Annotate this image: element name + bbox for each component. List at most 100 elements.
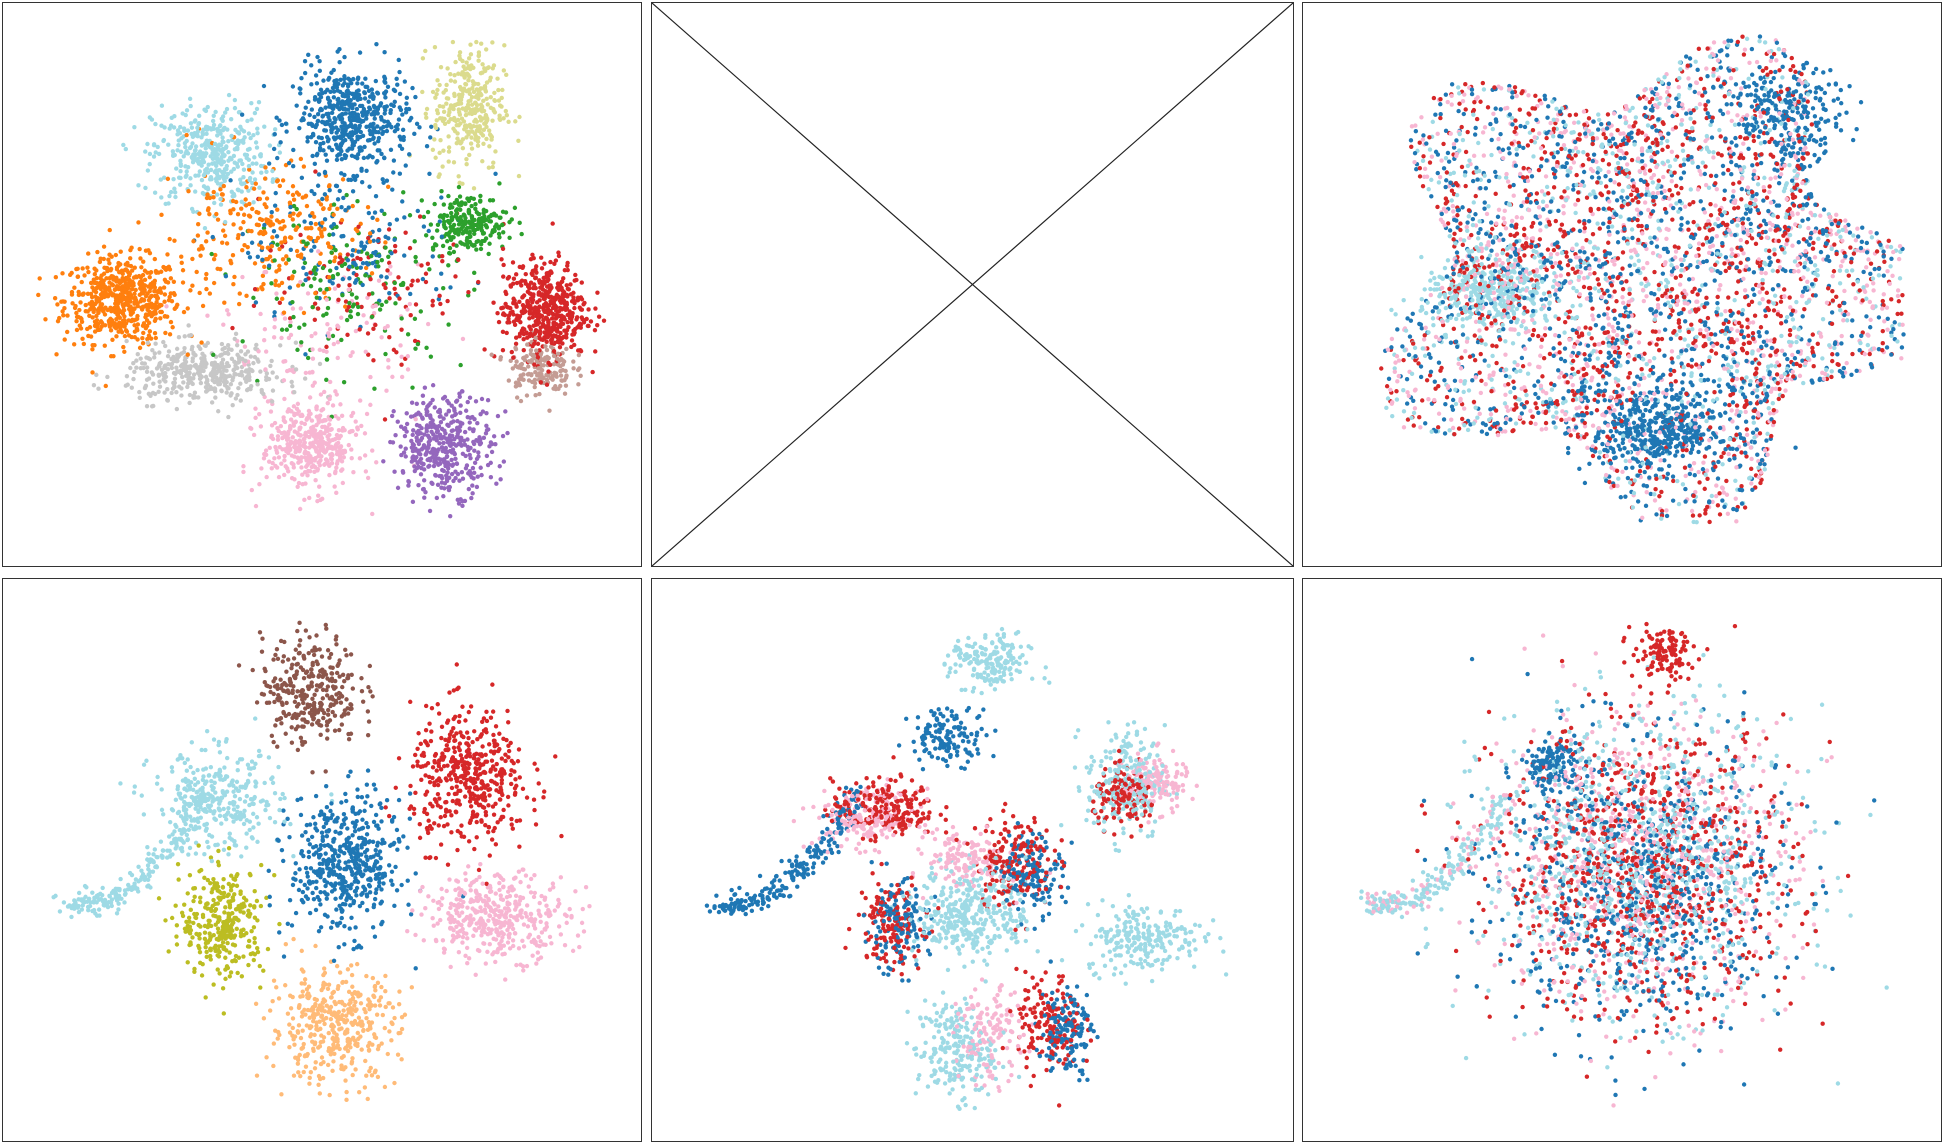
scatter-point-series-1 bbox=[212, 146, 217, 152]
scatter-point-series-7 bbox=[152, 355, 157, 360]
scatter-point-series-9 bbox=[439, 485, 444, 490]
scatter-point-series-5 bbox=[527, 291, 533, 296]
scatter-point-series-0 bbox=[116, 314, 121, 319]
scatter-point-series-2 bbox=[360, 110, 365, 115]
scatter-point-series-13 bbox=[312, 244, 317, 250]
scatter-point-series-4 bbox=[497, 235, 502, 240]
scatter-point-series-8 bbox=[349, 447, 354, 452]
scatter-point-series-8 bbox=[296, 409, 301, 414]
scatter-point-series-1 bbox=[217, 142, 222, 147]
scatter-point-series-0 bbox=[43, 317, 48, 322]
scatter-point-series-6 bbox=[543, 344, 548, 349]
scatter-point-series-8 bbox=[283, 464, 288, 469]
scatter-point-series-7 bbox=[222, 350, 228, 356]
scatter-point-series-2 bbox=[340, 126, 345, 132]
scatter-point-series-7 bbox=[208, 372, 214, 377]
scatter-point-series-13 bbox=[427, 171, 432, 176]
scatter-point-series-12 bbox=[383, 285, 388, 291]
scatter-point-series-5 bbox=[538, 325, 543, 330]
scatter-point-series-12 bbox=[437, 293, 442, 299]
scatter-point-series-11 bbox=[333, 247, 338, 253]
scatter-point-series-12 bbox=[410, 278, 415, 284]
scatter-point-series-14 bbox=[310, 347, 315, 352]
scatter-point-series-6 bbox=[518, 398, 524, 404]
scatter-point-series-2 bbox=[349, 137, 354, 142]
scatter-point-series-3 bbox=[420, 89, 425, 95]
scatter-point-series-1 bbox=[1542, 333, 1548, 338]
scatter-point-series-7 bbox=[216, 409, 221, 414]
scatter-point-series-14 bbox=[368, 374, 373, 380]
scatter-point-series-2 bbox=[350, 143, 355, 148]
scatter-point-series-5 bbox=[553, 308, 559, 313]
scatter-point-series-2 bbox=[385, 84, 391, 89]
scatter-point-series-13 bbox=[359, 240, 364, 245]
scatter-point-series-5 bbox=[534, 270, 539, 275]
scatter-point-series-7 bbox=[176, 335, 182, 340]
scatter-point-series-7 bbox=[239, 369, 244, 375]
scatter-point-series-1 bbox=[143, 149, 148, 154]
scatter-point-series-6 bbox=[538, 366, 543, 371]
scatter-point-series-0 bbox=[179, 260, 184, 265]
scatter-point-series-6 bbox=[544, 372, 549, 378]
scatter-point-series-2 bbox=[364, 112, 369, 118]
scatter-point-series-6 bbox=[554, 356, 560, 361]
scatter-point-series-2 bbox=[306, 52, 311, 58]
scatter-point-series-3 bbox=[469, 135, 474, 140]
scatter-point-series-5 bbox=[538, 380, 544, 385]
scatter-point-series-1 bbox=[209, 127, 214, 132]
scatter-point-series-3 bbox=[517, 114, 522, 120]
scatter-point-series-0 bbox=[188, 288, 193, 293]
scatter-point-series-0 bbox=[133, 317, 139, 322]
scatter-point-series-7 bbox=[317, 361, 323, 367]
scatter-point-series-5 bbox=[590, 369, 595, 375]
scatter-point-series-0 bbox=[129, 334, 134, 340]
scatter-point-series-1 bbox=[211, 113, 216, 118]
scatter-point-series-8 bbox=[267, 445, 272, 451]
scatter-point-series-9 bbox=[467, 452, 472, 458]
scatter-point-series-11 bbox=[441, 285, 446, 291]
scatter-point-series-2 bbox=[332, 137, 338, 142]
scatter-point-series-10 bbox=[275, 207, 280, 212]
scatter-point-series-1 bbox=[156, 151, 162, 157]
scatter-point-series-6 bbox=[562, 391, 568, 396]
scatter-point-series-2 bbox=[359, 148, 364, 153]
scatter-point-series-13 bbox=[375, 238, 381, 243]
scatter-point-series-10 bbox=[273, 278, 278, 284]
scatter-point-series-0 bbox=[152, 256, 158, 262]
scatter-point-series-1 bbox=[226, 149, 231, 155]
scatter-point-series-1 bbox=[257, 185, 262, 190]
scatter-point-series-13 bbox=[493, 171, 498, 176]
scatter-point-series-4 bbox=[432, 242, 438, 247]
scatter-point-series-12 bbox=[482, 347, 487, 352]
scatter-point-series-0 bbox=[52, 295, 58, 301]
scatter-point-series-9 bbox=[399, 452, 404, 458]
scatter-point-series-7 bbox=[203, 343, 208, 348]
scatter-point-series-3 bbox=[487, 132, 493, 137]
scatter-point-series-1 bbox=[226, 139, 231, 144]
scatter-point-series-2 bbox=[309, 188, 314, 194]
scatter-point-series-0 bbox=[129, 286, 135, 292]
scatter-point-series-8 bbox=[305, 473, 310, 478]
scatter-point-series-6 bbox=[522, 357, 528, 363]
scatter-point-series-10 bbox=[327, 206, 332, 212]
scatter-point-series-2 bbox=[424, 143, 430, 149]
scatter-point-series-5 bbox=[552, 261, 557, 266]
scatter-point-series-5 bbox=[567, 309, 572, 314]
scatter-point-series-5 bbox=[564, 283, 569, 288]
scatter-point-series-10 bbox=[319, 231, 324, 237]
scatter-point-series-11 bbox=[369, 253, 374, 259]
scatter-point-series-10 bbox=[343, 304, 348, 309]
scatter-point-series-1 bbox=[1663, 291, 1668, 296]
scatter-point-series-10 bbox=[350, 203, 355, 209]
scatter-point-series-5 bbox=[531, 256, 536, 261]
scatter-point-series-2 bbox=[302, 59, 308, 64]
scatter-point-series-9 bbox=[424, 445, 429, 451]
cross-line-2 bbox=[652, 3, 1293, 566]
scatter-point-series-4 bbox=[401, 190, 406, 195]
scatter-point-series-10 bbox=[251, 186, 257, 191]
scatter-point-series-4 bbox=[466, 207, 472, 213]
scatter-point-series-0 bbox=[126, 318, 131, 323]
scatter-point-series-12 bbox=[419, 263, 424, 268]
scatter-point-series-9 bbox=[462, 429, 468, 435]
scatter-point-series-3 bbox=[469, 102, 475, 107]
